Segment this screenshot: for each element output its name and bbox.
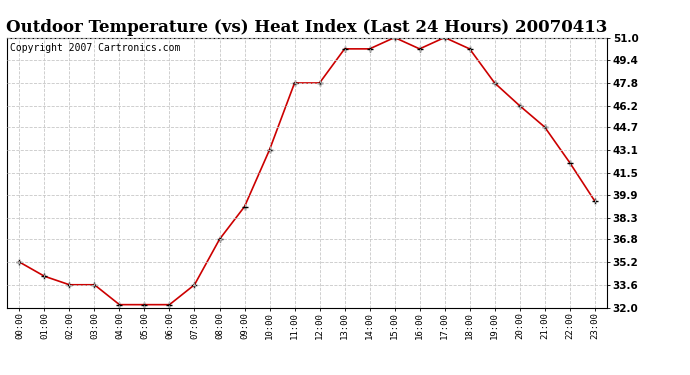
Title: Outdoor Temperature (vs) Heat Index (Last 24 Hours) 20070413: Outdoor Temperature (vs) Heat Index (Las… bbox=[6, 19, 608, 36]
Text: Copyright 2007 Cartronics.com: Copyright 2007 Cartronics.com bbox=[10, 43, 180, 53]
